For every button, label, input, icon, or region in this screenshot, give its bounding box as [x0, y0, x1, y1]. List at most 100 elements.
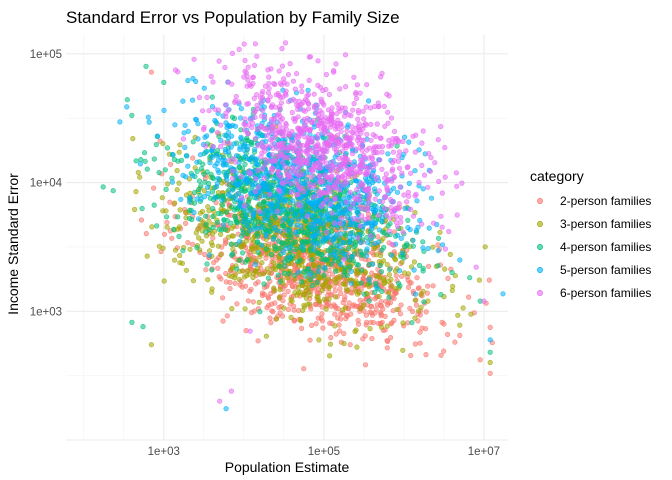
data-point [234, 266, 240, 272]
data-point [303, 148, 309, 154]
data-point [198, 166, 204, 172]
data-point [315, 269, 321, 275]
data-point [265, 295, 272, 301]
data-point [315, 143, 321, 149]
data-point [393, 205, 399, 212]
data-point [161, 79, 167, 85]
data-point [290, 78, 297, 84]
data-point [364, 147, 370, 153]
data-point [222, 132, 228, 138]
data-point [348, 280, 354, 286]
data-point [355, 217, 362, 223]
data-point [289, 189, 295, 195]
data-point [366, 276, 372, 282]
data-point [304, 142, 310, 148]
data-point [346, 112, 352, 118]
y-tick-label: 1e+04 [30, 178, 63, 190]
data-point [412, 315, 418, 321]
data-point [349, 124, 355, 130]
data-point [159, 195, 165, 201]
data-point [420, 245, 426, 251]
data-point [412, 341, 419, 347]
data-point [289, 240, 295, 246]
data-point [309, 226, 315, 232]
data-point [343, 83, 349, 90]
data-point [199, 238, 205, 244]
data-point [233, 93, 239, 100]
data-point [329, 163, 335, 169]
data-point [301, 189, 307, 195]
data-point [337, 187, 343, 193]
data-point [266, 302, 272, 309]
data-point [255, 143, 261, 149]
data-point [201, 188, 207, 194]
data-point [299, 83, 305, 89]
data-point [258, 154, 264, 160]
data-point [332, 303, 338, 309]
data-point [347, 206, 353, 212]
y-axis-ticks: 1e+03 1e+04 1e+05 [30, 49, 63, 318]
data-point [411, 267, 417, 273]
data-point [291, 318, 298, 324]
data-point [209, 94, 215, 100]
data-point [345, 288, 351, 294]
data-point [201, 85, 207, 91]
data-point [130, 136, 136, 142]
data-point [324, 196, 330, 202]
data-point [180, 172, 186, 178]
data-point [204, 94, 210, 100]
data-point [310, 169, 316, 175]
data-point [277, 122, 283, 128]
data-point [389, 241, 395, 247]
data-point [129, 319, 135, 326]
data-point [398, 302, 404, 308]
x-tick-label: 1e+07 [468, 446, 500, 458]
data-point [164, 145, 170, 151]
data-point [400, 138, 406, 144]
data-point [241, 121, 247, 127]
data-point [367, 309, 373, 315]
data-point [292, 98, 298, 104]
data-point [281, 133, 288, 139]
data-point [151, 156, 157, 162]
data-point [240, 250, 246, 256]
data-point [242, 154, 248, 160]
data-point [361, 137, 367, 143]
data-point [148, 342, 154, 348]
data-point [178, 196, 184, 202]
data-point [389, 320, 395, 326]
data-point [265, 67, 271, 73]
data-point [421, 299, 427, 305]
data-point [399, 273, 405, 279]
data-point [332, 311, 338, 317]
data-point [221, 140, 227, 146]
data-point [384, 338, 390, 344]
data-point [183, 192, 190, 198]
data-point [205, 277, 211, 283]
data-point [194, 168, 200, 174]
data-point [423, 309, 429, 315]
data-point [378, 324, 385, 330]
data-point [307, 337, 313, 343]
data-point [328, 335, 334, 341]
legend-key [537, 267, 543, 273]
data-point [410, 213, 417, 219]
data-point [298, 316, 304, 323]
x-axis-ticks: 1e+03 1e+05 1e+07 [148, 446, 500, 458]
data-point [455, 312, 461, 318]
data-point [197, 152, 204, 158]
data-point [450, 283, 456, 289]
data-point [117, 119, 123, 125]
data-point [453, 170, 460, 176]
data-point [314, 240, 321, 246]
data-point [192, 189, 198, 195]
data-point [376, 293, 382, 300]
data-point [320, 238, 326, 244]
data-point [231, 223, 237, 229]
data-point [143, 63, 149, 69]
data-point [176, 233, 182, 239]
data-point [416, 179, 422, 186]
data-point [280, 159, 286, 165]
data-point [358, 240, 364, 246]
data-point [321, 272, 327, 278]
